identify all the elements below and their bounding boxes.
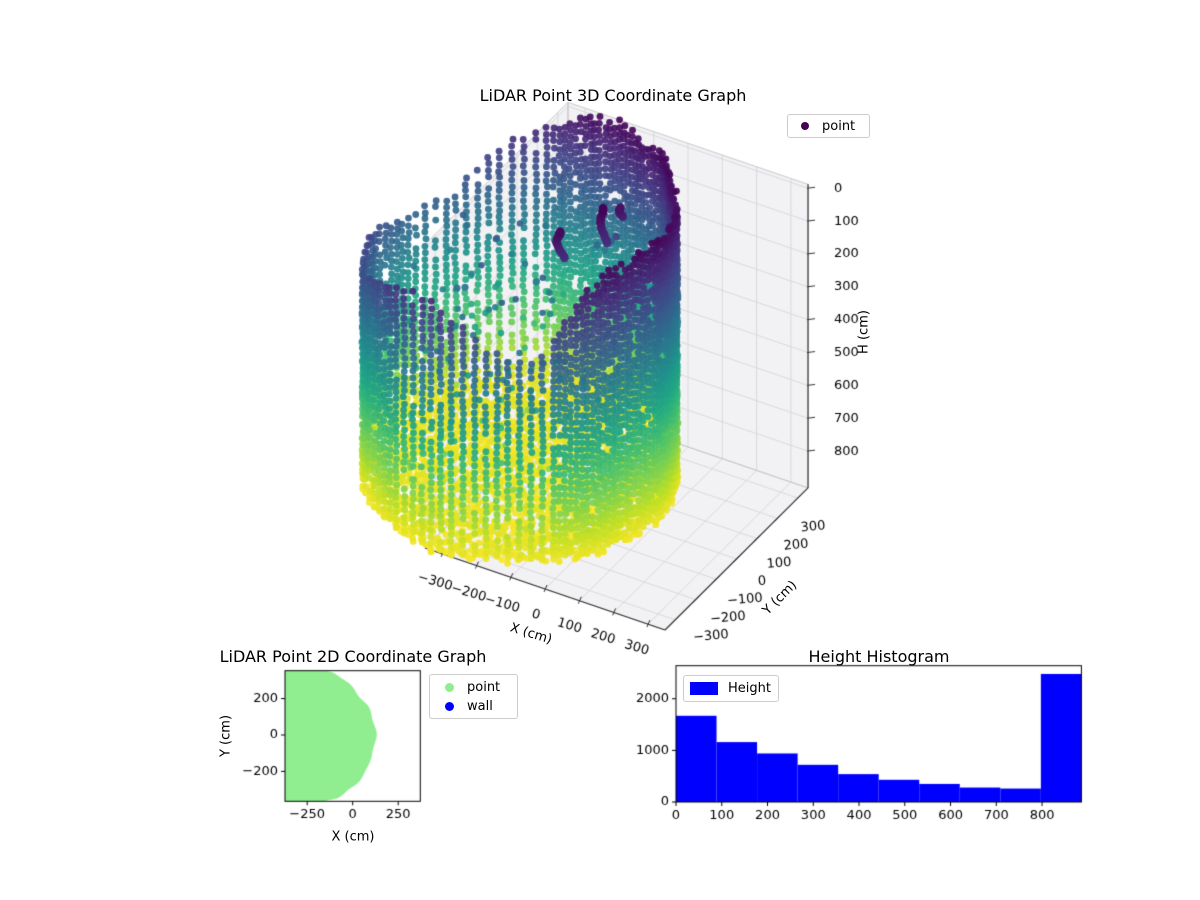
histogram-legend: Height [683, 675, 779, 702]
histogram-legend-item-height: Height [684, 679, 778, 698]
histogram-title: Height Histogram [808, 647, 950, 666]
plot2d-legend-item-point: point [430, 678, 517, 697]
plot2d-legend-label-point: point [467, 679, 501, 695]
plot3d-legend-item-point: point [788, 117, 869, 136]
legend-marker-point-icon [445, 682, 454, 692]
plot3d-legend: point [787, 114, 870, 138]
histogram-legend-label: Height [728, 681, 771, 696]
plot3d-title: LiDAR Point 3D Coordinate Graph [479, 86, 747, 105]
legend-marker-point-icon [801, 122, 809, 130]
plot3d-zaxis-label: H (cm) [856, 310, 872, 354]
plot2d-yaxis-label: Y (cm) [218, 714, 234, 758]
plot3d-legend-label: point [822, 118, 856, 134]
legend-marker-wall-icon [445, 701, 454, 711]
legend-patch-height-icon [690, 682, 718, 695]
plot2d-legend: point wall [429, 674, 518, 719]
plot2d-title: LiDAR Point 2D Coordinate Graph [219, 647, 487, 666]
plot2d-legend-label-wall: wall [467, 698, 493, 714]
plot2d-xaxis-label: X (cm) [331, 829, 375, 845]
plot2d-legend-item-wall: wall [430, 697, 517, 716]
